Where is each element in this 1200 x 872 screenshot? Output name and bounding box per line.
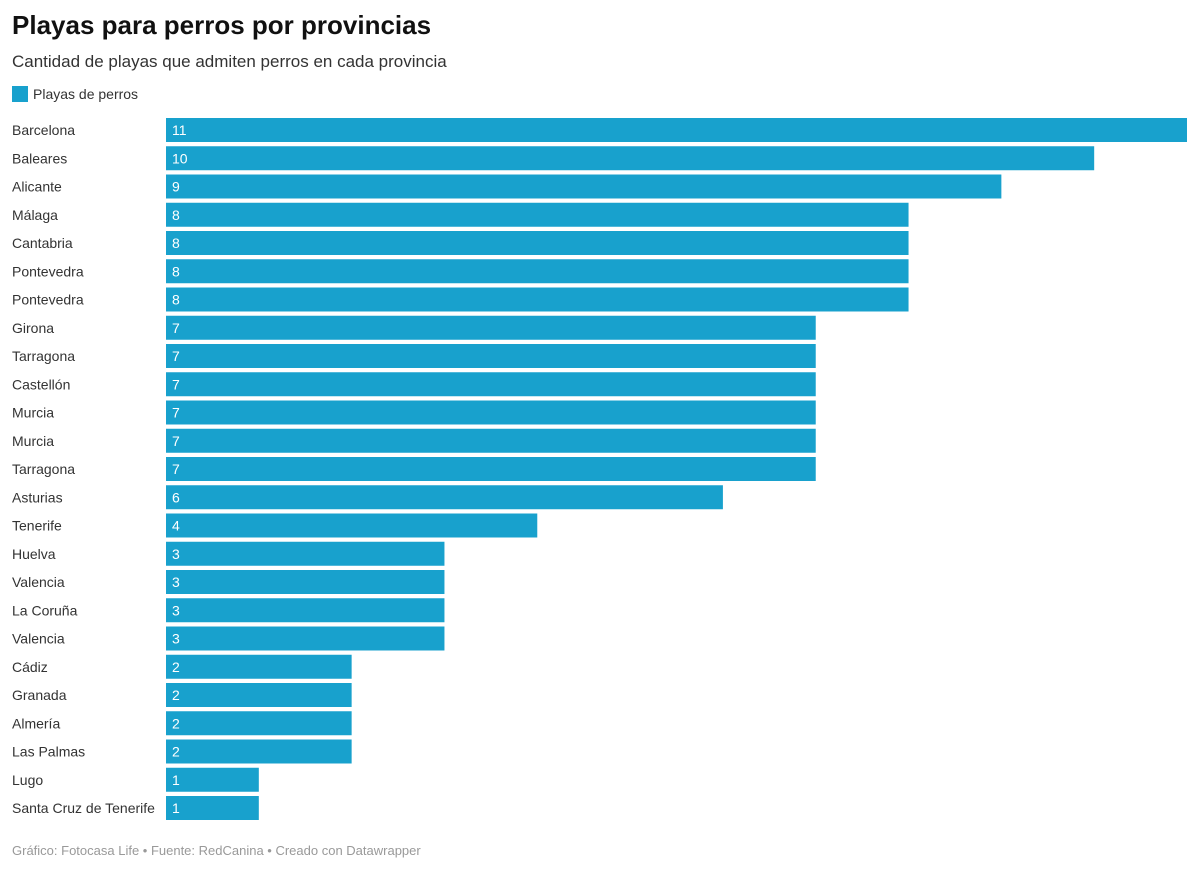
legend: Playas de perros [12, 86, 138, 102]
value-label: 8 [172, 207, 180, 223]
category-label: Tarragona [12, 348, 75, 364]
category-label: Castellón [12, 376, 70, 392]
value-label: 4 [172, 518, 180, 534]
value-label: 2 [172, 715, 180, 731]
chart-title: Playas para perros por provincias [12, 10, 432, 40]
bar [166, 711, 352, 736]
bar [166, 767, 259, 792]
value-label: 10 [172, 150, 188, 166]
bar [166, 739, 352, 764]
bar [166, 626, 445, 651]
category-label: Girona [12, 320, 54, 336]
category-label: Santa Cruz de Tenerife [12, 800, 155, 816]
bar [166, 287, 909, 312]
bar [166, 174, 1002, 199]
value-label: 2 [172, 659, 180, 675]
bar [166, 400, 816, 425]
bar [166, 513, 538, 538]
category-label: Tenerife [12, 518, 62, 534]
value-label: 2 [172, 744, 180, 760]
category-label: Valencia [12, 631, 65, 647]
category-label: Cádiz [12, 659, 48, 675]
bar [166, 598, 445, 623]
bar [166, 231, 909, 255]
category-label: Pontevedra [12, 292, 84, 308]
bar [166, 372, 816, 397]
bar [166, 315, 816, 340]
value-label: 7 [172, 376, 180, 392]
bar [166, 344, 816, 368]
legend-label: Playas de perros [33, 86, 139, 102]
category-label: Huelva [12, 546, 56, 562]
value-label: 3 [172, 631, 180, 647]
category-label: Murcia [12, 405, 54, 421]
bar [166, 683, 352, 707]
category-label: Lugo [12, 772, 43, 788]
bar [166, 570, 445, 594]
category-label: Barcelona [12, 122, 75, 138]
value-label: 7 [172, 405, 180, 421]
bar [166, 541, 445, 566]
category-label: Murcia [12, 433, 54, 449]
legend-swatch [12, 86, 28, 102]
category-label: Pontevedra [12, 263, 84, 279]
bar [166, 259, 909, 284]
category-label: Asturias [12, 489, 63, 505]
category-label: Málaga [12, 207, 58, 223]
value-label: 8 [172, 292, 180, 308]
bar [166, 146, 1095, 171]
value-label: 2 [172, 687, 180, 703]
value-label: 7 [172, 320, 180, 336]
category-label: Granada [12, 687, 67, 703]
value-label: 7 [172, 461, 180, 477]
bar [166, 654, 352, 679]
value-label: 6 [172, 489, 180, 505]
bar [166, 118, 1187, 142]
category-label: Tarragona [12, 461, 75, 477]
category-label: Baleares [12, 150, 67, 166]
value-label: 8 [172, 235, 180, 251]
category-label: Valencia [12, 574, 65, 590]
value-label: 9 [172, 179, 180, 195]
value-label: 7 [172, 433, 180, 449]
category-label: La Coruña [12, 602, 78, 618]
category-label: Alicante [12, 179, 62, 195]
chart-subtitle: Cantidad de playas que admiten perros en… [12, 52, 447, 71]
value-label: 8 [172, 263, 180, 279]
category-label: Almería [12, 715, 60, 731]
bar [166, 428, 816, 453]
bar [166, 457, 816, 481]
value-label: 3 [172, 602, 180, 618]
value-label: 11 [172, 122, 187, 138]
value-label: 1 [172, 800, 180, 816]
value-label: 7 [172, 348, 180, 364]
bar [166, 485, 723, 510]
bar [166, 796, 259, 820]
category-label: Cantabria [12, 235, 73, 251]
value-label: 3 [172, 574, 180, 590]
category-label: Las Palmas [12, 744, 85, 760]
value-label: 1 [172, 772, 180, 788]
footer-credits: Gráfico: Fotocasa Life • Fuente: RedCani… [12, 843, 421, 858]
bar [166, 202, 909, 227]
value-label: 3 [172, 546, 180, 562]
